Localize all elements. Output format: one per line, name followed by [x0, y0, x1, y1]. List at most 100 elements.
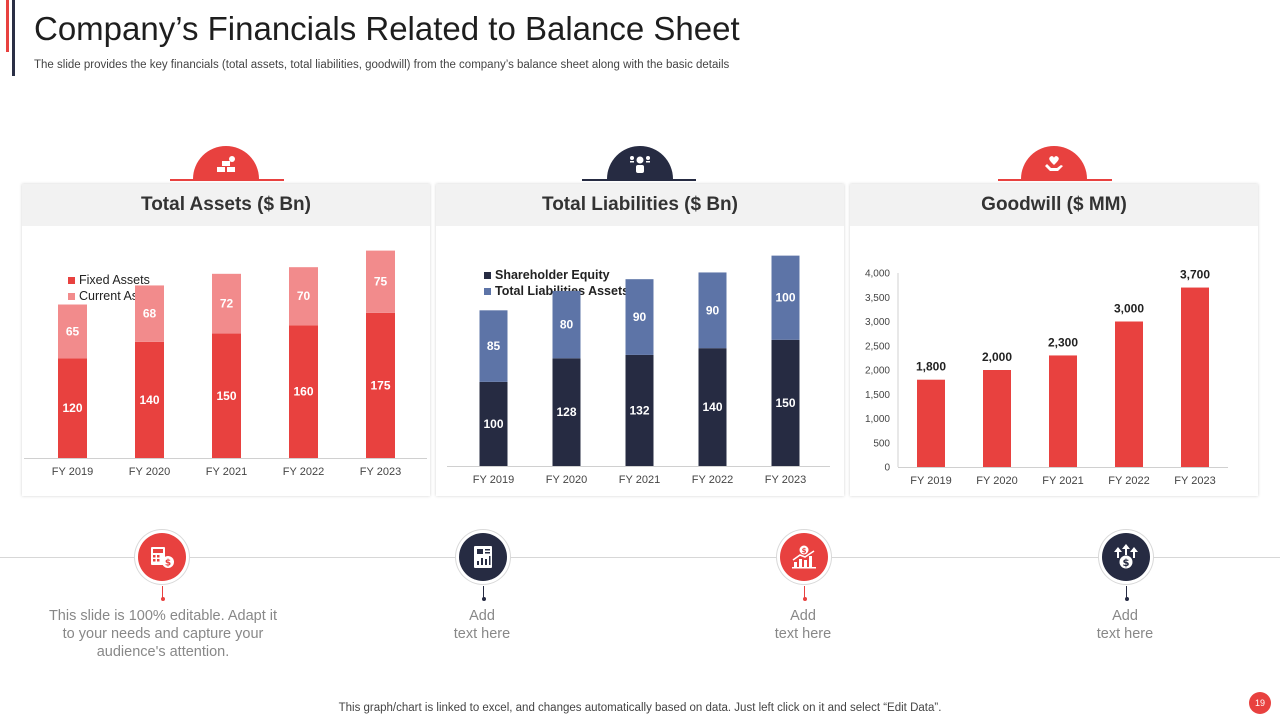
legend-swatch: [484, 288, 491, 295]
bar: [917, 379, 945, 467]
goodwill-panel: Goodwill ($ MM) 0 500 1,000 1,500 2,000 2,500…: [850, 184, 1258, 496]
y-tick-label: 2,000: [865, 366, 890, 377]
bar: [983, 370, 1011, 467]
connector-line: [1126, 586, 1127, 598]
connector-dot: [1124, 597, 1129, 601]
legend-swatch: [68, 277, 75, 284]
x-tick-label: FY 2022: [1108, 475, 1149, 487]
goodwill-chart[interactable]: 0 500 1,000 1,500 2,000 2,500 3,000 3,500 4,000 1…: [850, 226, 1258, 496]
bar-segment: [552, 290, 581, 359]
accent-bar-dark: [12, 0, 15, 76]
bar-segment: [552, 358, 581, 466]
bar-segment: [698, 348, 727, 466]
legend-swatch: [68, 293, 75, 300]
caption-text: This slide is 100% editable. Adapt it to…: [48, 608, 278, 660]
y-tick-label: 1,000: [865, 414, 890, 425]
bar-segment: [135, 341, 164, 458]
bar-segment: [479, 381, 508, 466]
data-label: 68: [143, 307, 157, 321]
bar-segment: [58, 358, 87, 458]
data-label: 3,700: [1180, 268, 1210, 282]
data-label: 85: [487, 339, 501, 353]
data-label: 150: [775, 396, 795, 410]
bar-segment: [212, 333, 241, 458]
data-label: 90: [706, 303, 720, 317]
x-tick-label: FY 2019: [473, 474, 514, 486]
x-tick-label: FY 2023: [765, 474, 806, 486]
bar-segment: [771, 255, 800, 340]
bar-segment: [366, 250, 395, 313]
data-label: 1,800: [916, 360, 946, 374]
data-label: 3,000: [1114, 302, 1144, 316]
y-tick-label: 3,500: [865, 293, 890, 304]
x-tick-label: FY 2020: [129, 466, 170, 478]
footer-note: This graph/chart is linked to excel, and…: [338, 702, 942, 714]
bar: [1049, 355, 1077, 467]
balance-people-icon: [607, 146, 673, 180]
icon-base-line: [170, 179, 284, 181]
bar-segment: [625, 279, 654, 355]
panel-title: Total Liabilities ($ Bn): [436, 184, 844, 226]
svg-text:$: $: [165, 559, 171, 569]
connector-dot: [481, 597, 486, 601]
accent-bar-red: [6, 0, 9, 52]
page-number: 19: [1249, 692, 1271, 714]
y-tick-label: 4,000: [865, 269, 890, 280]
data-label: 100: [483, 417, 503, 431]
data-label: 75: [374, 275, 388, 289]
caption-text: Add text here: [1096, 608, 1154, 642]
dollar-arrows-up-icon: $: [1102, 533, 1150, 581]
y-tick-label: 500: [873, 438, 890, 449]
bar-segment: [698, 272, 727, 349]
connector-line: [162, 586, 163, 598]
data-label: 2,000: [982, 350, 1012, 364]
x-tick-label: FY 2019: [52, 466, 93, 478]
rising-chart-dollar-icon: $: [780, 533, 828, 581]
bar-segment: [625, 354, 654, 466]
calculator-dollar-icon: $: [138, 533, 186, 581]
y-tick-label: 1,500: [865, 390, 890, 401]
data-label: 2,300: [1048, 335, 1078, 349]
caption-text: Add text here: [453, 608, 511, 642]
x-tick-label: FY 2020: [976, 475, 1017, 487]
report-chart-icon: [459, 533, 507, 581]
connector-line: [483, 586, 484, 598]
bar-segment: [135, 285, 164, 342]
icon-base-line: [998, 179, 1112, 181]
bar-segment: [289, 325, 318, 458]
bar-segment: [771, 339, 800, 466]
data-label: 90: [633, 310, 647, 324]
x-tick-label: FY 2023: [360, 466, 401, 478]
data-label: 70: [297, 289, 311, 303]
data-label: 160: [293, 385, 313, 399]
data-label: 128: [556, 405, 576, 419]
hand-heart-icon: [1021, 146, 1087, 180]
legend-swatch: [484, 272, 491, 279]
connector-dot: [802, 597, 807, 601]
bar-segment: [58, 304, 87, 359]
bar: [1115, 321, 1143, 467]
y-tick-label: 0: [884, 463, 890, 474]
caption-text: Add text here: [774, 608, 832, 642]
gold-bars-icon: [193, 146, 259, 180]
timeline-line: [0, 557, 1280, 558]
data-label: 150: [216, 389, 236, 403]
legend-label: Shareholder Equity: [495, 268, 610, 282]
panel-title: Goodwill ($ MM): [850, 184, 1258, 226]
y-tick-label: 2,500: [865, 341, 890, 352]
x-tick-label: FY 2019: [910, 475, 951, 487]
icon-base-line: [582, 179, 696, 181]
bar-segment: [212, 273, 241, 334]
data-label: 175: [370, 378, 390, 392]
data-label: 100: [775, 291, 795, 305]
svg-text:$: $: [1123, 558, 1130, 569]
svg-text:$: $: [802, 547, 807, 555]
bar: [1181, 287, 1209, 467]
y-tick-label: 3,000: [865, 317, 890, 328]
legend-label: Fixed Assets: [79, 273, 150, 287]
bar-segment: [289, 267, 318, 326]
page-title: Company’s Financials Related to Balance …: [34, 10, 740, 47]
total-liabilities-panel: Total Liabilities ($ Bn) Shareholder Equ…: [436, 184, 844, 496]
